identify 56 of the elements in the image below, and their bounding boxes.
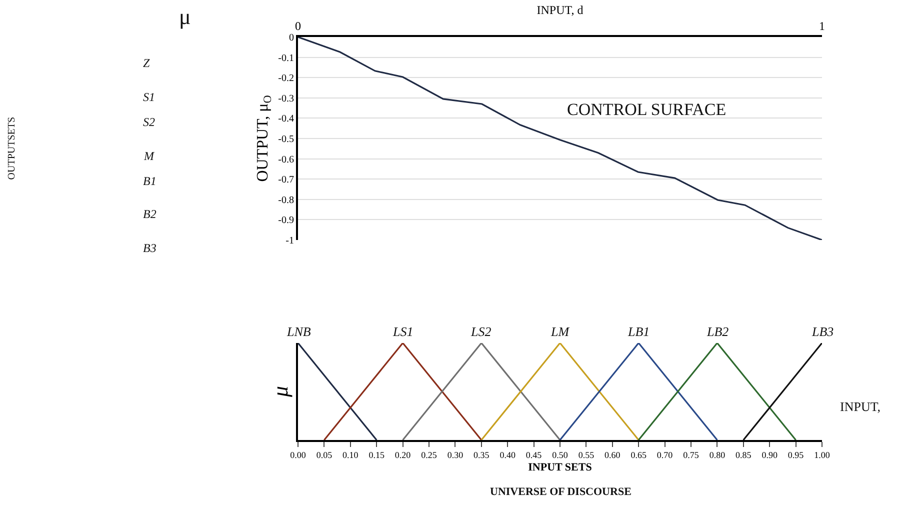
y-tick-label: 0 bbox=[289, 32, 294, 44]
x-tick-label: 0.90 bbox=[762, 450, 778, 460]
x-tick-label: 0.50 bbox=[552, 450, 568, 460]
text: S2 bbox=[143, 115, 155, 129]
x-tick-label: 0.65 bbox=[630, 450, 647, 460]
text: B2 bbox=[143, 207, 156, 221]
x-tick-label: 0.70 bbox=[656, 450, 674, 460]
x-tick-label: 0.00 bbox=[290, 450, 306, 460]
series-label: LS1 bbox=[392, 324, 414, 339]
x-axis-title: INPUT, d bbox=[536, 3, 584, 17]
y-tick-label: -0.9 bbox=[278, 215, 294, 226]
text: B3 bbox=[143, 241, 156, 255]
text: UNIVERSE OF DISCOURSE bbox=[490, 486, 632, 498]
y-axis-title: μ bbox=[267, 386, 292, 398]
series-label: LB2 bbox=[706, 324, 730, 339]
text: Z bbox=[143, 56, 150, 70]
text: μ bbox=[179, 4, 191, 29]
x-tick-label: 0.35 bbox=[474, 450, 490, 460]
text: B1 bbox=[143, 174, 156, 188]
x-tick-label: 0.20 bbox=[394, 450, 412, 460]
x-tick-label: 0.10 bbox=[342, 450, 359, 460]
y-tick-label: -0.8 bbox=[278, 194, 294, 206]
x-tick-label: 0.85 bbox=[736, 450, 752, 460]
y-tick-label: -0.6 bbox=[278, 154, 294, 166]
line-series bbox=[298, 37, 822, 240]
series-label: LB1 bbox=[627, 324, 650, 339]
y-tick-label: -0.1 bbox=[278, 52, 294, 64]
x-tick-label: 0.55 bbox=[578, 450, 595, 460]
series-label: LM bbox=[550, 324, 570, 339]
x-tick-label: 0.40 bbox=[500, 450, 516, 460]
annotation: CONTROL SURFACE bbox=[567, 100, 726, 119]
x-tick-label: 0.45 bbox=[526, 450, 542, 460]
x-axis-title: INPUT SETS bbox=[528, 462, 592, 474]
y-tick-label: -0.3 bbox=[278, 93, 294, 104]
y-tick-label: -0.4 bbox=[278, 114, 294, 125]
y-tick-label: -0.2 bbox=[278, 73, 294, 84]
text: S1 bbox=[143, 90, 155, 104]
x-tick-label: 0.05 bbox=[316, 450, 333, 460]
x-tick-label: 0.25 bbox=[421, 450, 438, 460]
series-label: LB3 bbox=[811, 324, 834, 339]
y-tick-label: -0.5 bbox=[278, 134, 294, 145]
x-tick-label: 0.60 bbox=[604, 450, 621, 460]
series-label: LS2 bbox=[470, 324, 492, 339]
text: M bbox=[143, 149, 155, 163]
x-tick-label: 0.30 bbox=[447, 450, 464, 460]
x-tick-label: 1 bbox=[819, 19, 825, 34]
x-tick-label: 0.80 bbox=[709, 450, 726, 460]
x-tick-label: 0.75 bbox=[683, 450, 700, 460]
text: INPUT, bbox=[840, 399, 881, 414]
series-label: LNB bbox=[286, 324, 311, 339]
x-tick-label: 1.00 bbox=[814, 450, 830, 460]
text: OUTPUTSETS bbox=[6, 116, 18, 180]
y-tick-label: -0.7 bbox=[278, 174, 294, 186]
y-tick-label: -1 bbox=[286, 236, 294, 246]
x-tick-label: 0.95 bbox=[788, 450, 804, 460]
x-tick-label: 0.15 bbox=[368, 450, 385, 460]
